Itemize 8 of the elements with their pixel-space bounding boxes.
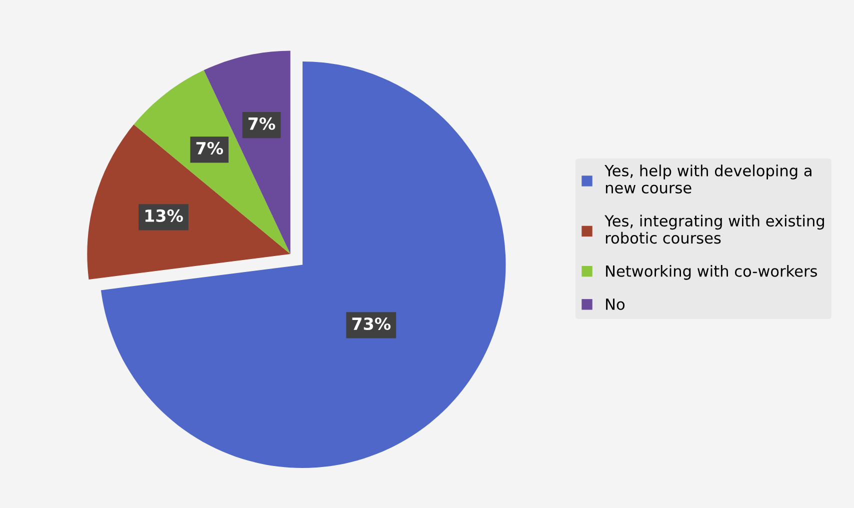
legend-label: No (606, 298, 625, 310)
legend-label: Yes, integrating with existing robotic courses (604, 214, 824, 244)
data-label: 13% (145, 209, 183, 222)
data-label: 7% (196, 142, 224, 154)
data-label: 7% (248, 117, 276, 130)
data-label: 73% (352, 317, 391, 330)
legend-label: Networking with co-workers (606, 265, 817, 280)
legend-label: Yes, help with developing a new course (604, 164, 812, 194)
